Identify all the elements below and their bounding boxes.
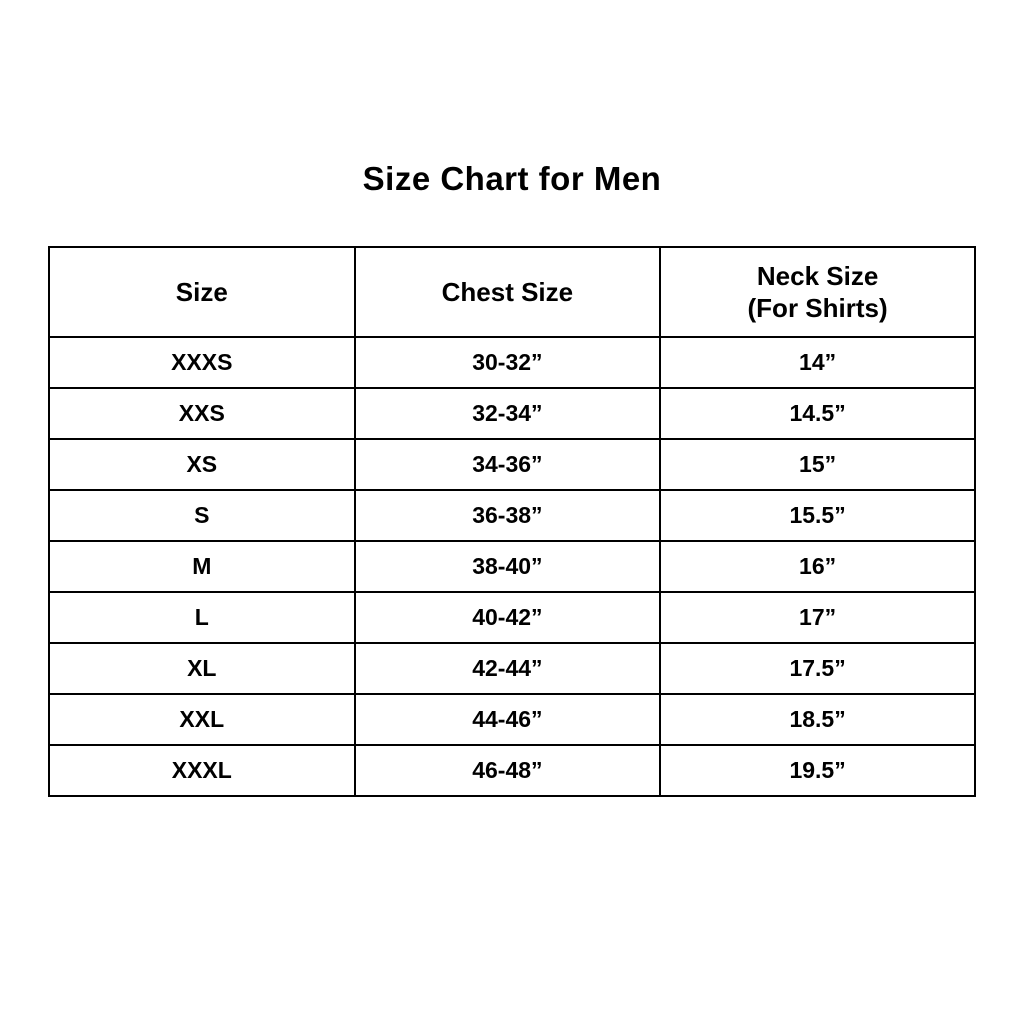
page-title: Size Chart for Men	[362, 160, 662, 197]
size-chart-table: Size Chest Size Neck Size (For Shirts) X…	[48, 246, 976, 797]
table-body: XXXS 30-32” 14” XXS 32-34” 14.5” XS 34-36” 15” S 3…	[48, 336, 976, 797]
table-cell-size: XXL	[48, 693, 356, 746]
table-cell-chest: 42-44”	[353, 642, 662, 695]
table-cell-neck: 17”	[659, 591, 976, 644]
table-cell-chest: 44-46”	[353, 693, 662, 746]
table-cell-neck: 15”	[659, 438, 976, 491]
table-cell-chest: 38-40”	[353, 540, 662, 593]
table-row: S 36-38” 15.5”	[48, 489, 976, 542]
table-cell-neck: 14”	[659, 336, 976, 389]
table-cell-size: XXXL	[48, 744, 356, 797]
column-header-chest: Chest Size	[353, 246, 662, 338]
column-header-neck-line1: Neck Size	[756, 260, 879, 291]
table-cell-chest: 32-34”	[353, 387, 662, 440]
table-header-row: Size Chest Size Neck Size (For Shirts)	[48, 246, 976, 338]
table-row: L 40-42” 17”	[48, 591, 976, 644]
table-cell-neck: 15.5”	[659, 489, 976, 542]
table-cell-neck: 16”	[659, 540, 976, 593]
table-cell-chest: 36-38”	[353, 489, 662, 542]
table-cell-neck: 17.5”	[659, 642, 976, 695]
table-cell-size: XL	[48, 642, 356, 695]
table-row: M 38-40” 16”	[48, 540, 976, 593]
table-cell-size: L	[48, 591, 356, 644]
column-header-neck: Neck Size (For Shirts)	[659, 246, 976, 338]
table-cell-size: S	[48, 489, 356, 542]
table-cell-neck: 18.5”	[659, 693, 976, 746]
table-cell-chest: 34-36”	[353, 438, 662, 491]
table-cell-neck: 14.5”	[659, 387, 976, 440]
table-row: XXS 32-34” 14.5”	[48, 387, 976, 440]
table-cell-size: XS	[48, 438, 356, 491]
table-cell-chest: 40-42”	[353, 591, 662, 644]
table-row: XXL 44-46” 18.5”	[48, 693, 976, 746]
table-cell-size: M	[48, 540, 356, 593]
table-row: XL 42-44” 17.5”	[48, 642, 976, 695]
table-cell-size: XXXS	[48, 336, 356, 389]
table-cell-neck: 19.5”	[659, 744, 976, 797]
table-cell-size: XXS	[48, 387, 356, 440]
table-row: XXXS 30-32” 14”	[48, 336, 976, 389]
table-cell-chest: 46-48”	[353, 744, 662, 797]
column-header-size: Size	[48, 246, 356, 338]
table-row: XS 34-36” 15”	[48, 438, 976, 491]
table-cell-chest: 30-32”	[353, 336, 662, 389]
column-header-neck-line2: (For Shirts)	[747, 293, 888, 323]
table-row: XXXL 46-48” 19.5”	[48, 744, 976, 797]
